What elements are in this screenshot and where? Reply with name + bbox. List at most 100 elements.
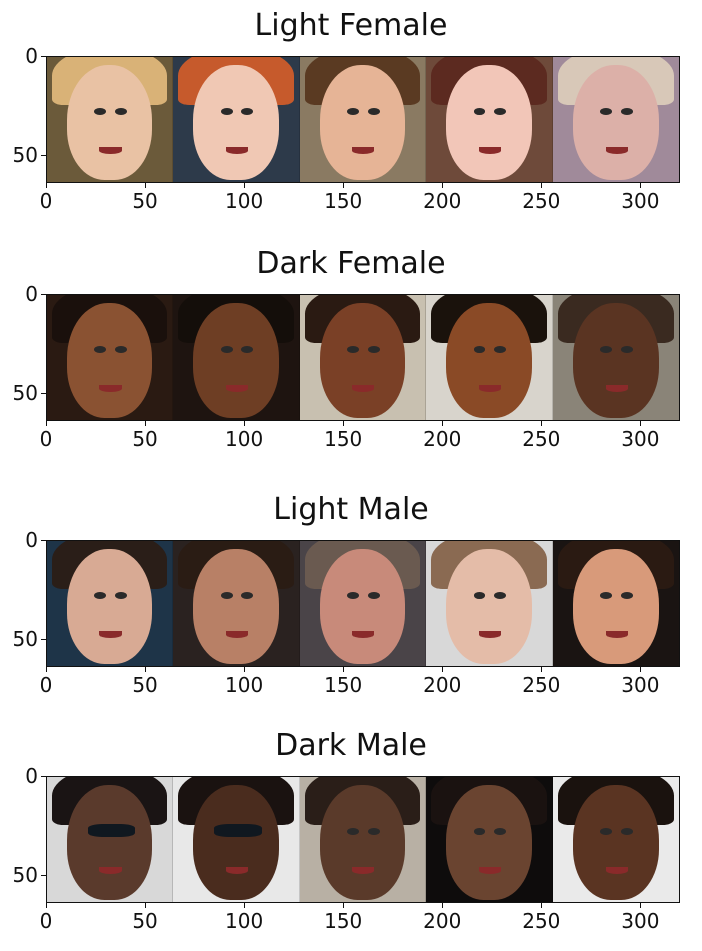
x-tick-label: 0 (39, 909, 53, 933)
face-mouth (478, 631, 501, 639)
x-tick-mark (441, 421, 443, 426)
face-mouth (478, 867, 501, 875)
x-tick-mark (243, 903, 245, 908)
face-eye (241, 346, 254, 354)
face-mouth (225, 631, 249, 639)
x-tick-label: 300 (621, 673, 660, 697)
x-tick-label: 0 (39, 427, 53, 451)
x-tick-mark (540, 903, 542, 908)
panel-title: Dark Female (256, 246, 446, 281)
x-tick-mark (342, 903, 344, 908)
image-axes (46, 56, 680, 183)
face-eye (620, 346, 633, 354)
x-tick-mark (342, 667, 344, 672)
face-mouth (99, 631, 122, 639)
face-eye (347, 828, 360, 836)
y-tick-mark (41, 55, 46, 57)
face-shape (67, 302, 153, 418)
x-tick-label: 150 (324, 189, 363, 213)
y-tick-label: 0 (25, 282, 38, 306)
face-image (426, 541, 553, 666)
face-shape (446, 302, 532, 418)
face-eye (473, 346, 486, 354)
face-eye (347, 108, 360, 116)
face-eye (494, 108, 506, 116)
face-shape (319, 64, 406, 180)
panel-title: Light Male (273, 492, 429, 527)
face-image (552, 541, 679, 666)
face-eye (367, 346, 380, 354)
x-tick-mark (639, 421, 641, 426)
x-tick-label: 100 (225, 673, 264, 697)
face-mouth (99, 867, 122, 875)
x-tick-label: 50 (132, 427, 158, 451)
face-image (47, 777, 174, 902)
x-tick-label: 200 (423, 909, 462, 933)
face-shape (67, 64, 153, 180)
face-mouth (225, 867, 249, 875)
image-axes (46, 294, 680, 421)
face-eye (473, 828, 486, 836)
x-tick-mark (243, 421, 245, 426)
x-tick-mark (342, 421, 344, 426)
face-eye (367, 108, 380, 116)
face-shape (193, 64, 279, 180)
face-eye (220, 108, 233, 116)
face-eye (94, 592, 107, 600)
x-tick-label: 250 (522, 189, 561, 213)
face-eye (347, 346, 360, 354)
x-tick-mark (144, 903, 146, 908)
x-tick-mark (144, 667, 146, 672)
x-tick-mark (243, 667, 245, 672)
face-eye (473, 108, 486, 116)
y-tick-mark (41, 293, 46, 295)
x-tick-mark (144, 421, 146, 426)
panel-2: Light Male 0 50 100 150 200 250 300 0 50 (0, 484, 702, 714)
face-eye (94, 108, 107, 116)
face-eye (620, 592, 633, 600)
panel-0: Light Female 0 50 100 150 200 250 300 0 50 (0, 0, 702, 230)
x-tick-label: 0 (39, 673, 53, 697)
x-tick-label: 150 (324, 673, 363, 697)
x-tick-mark (540, 421, 542, 426)
face-eye (114, 108, 127, 116)
face-eye (241, 108, 254, 116)
face-eye (600, 592, 613, 600)
face-eye (220, 592, 233, 600)
face-shape (572, 64, 659, 180)
face-mouth (99, 147, 122, 155)
image-axes (46, 540, 680, 667)
image-axes (46, 776, 680, 903)
x-tick-mark (441, 667, 443, 672)
face-shape (572, 548, 659, 664)
face-eye (241, 592, 254, 600)
panel-title: Light Female (254, 8, 448, 43)
x-tick-label: 250 (522, 909, 561, 933)
x-tick-mark (45, 903, 47, 908)
face-eye (600, 828, 613, 836)
x-tick-mark (45, 667, 47, 672)
face-image (47, 541, 174, 666)
face-shape (193, 784, 279, 900)
y-tick-label: 50 (12, 627, 38, 652)
face-eye (620, 108, 633, 116)
face-shape (446, 548, 532, 664)
face-mouth (605, 631, 628, 639)
face-image (552, 57, 679, 182)
y-tick-mark (41, 638, 46, 640)
face-shape (67, 548, 153, 664)
face-mouth (352, 385, 375, 393)
face-mouth (225, 385, 249, 393)
panel-title: Dark Male (275, 728, 427, 763)
face-eye (114, 346, 127, 354)
y-tick-mark (41, 539, 46, 541)
face-shape (319, 302, 406, 418)
face-shape (319, 784, 406, 900)
face-shape (572, 302, 659, 418)
face-mouth (352, 631, 375, 639)
panel-1: Dark Female 0 50 100 150 200 250 300 0 50 (0, 238, 702, 468)
x-tick-mark (243, 183, 245, 188)
x-tick-mark (144, 183, 146, 188)
face-shape (572, 784, 659, 900)
face-eye (494, 592, 506, 600)
